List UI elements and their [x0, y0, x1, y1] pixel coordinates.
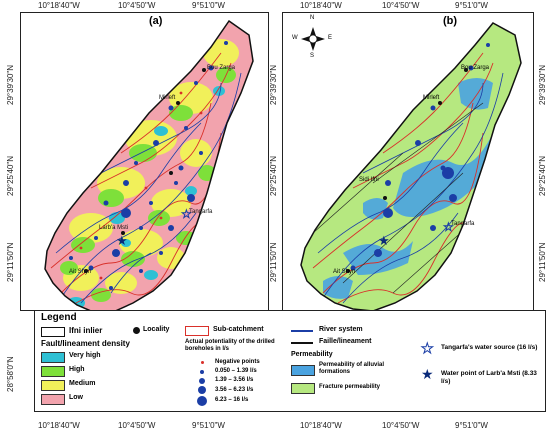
top-coord-b2: 10°4'50"W	[382, 1, 420, 10]
density-label-low: Low	[69, 394, 83, 401]
place-a-larba: Larb'a Msti	[99, 225, 129, 231]
top-coord-a2: 10°4'50"W	[118, 1, 156, 10]
density-swatch-medium	[41, 380, 65, 391]
bottom-coord-b3: 9°51'0"W	[455, 421, 488, 430]
subcatchment-label: Sub-catchment	[213, 326, 264, 333]
ifni-inlier-swatch	[41, 327, 65, 337]
compass-w: W	[292, 35, 298, 41]
lat-mid-1: 29°39'30"N	[269, 64, 278, 105]
potential-negative-label: Negative points	[215, 359, 260, 365]
tangarfa-star-icon: ★	[421, 341, 435, 358]
density-title: Fault/lineament density	[41, 339, 130, 348]
river-swatch	[291, 330, 313, 332]
place-a-tangarfa: Tangarfa	[189, 209, 213, 215]
locality-dot-icon	[133, 327, 140, 334]
density-swatch-high	[41, 366, 65, 377]
map-panel-a: ☆ ★ (a) Bou Zarga Mirleft Tangarfa Larb'…	[20, 12, 269, 314]
place-b-mirleft: Mirleft	[423, 95, 440, 101]
lat-left-3: 29°11'50"N	[6, 242, 15, 282]
faille-label: Faille/lineament	[319, 338, 372, 345]
svg-text:☆: ☆	[181, 207, 192, 221]
map-a-svg: ☆ ★	[44, 19, 254, 314]
density-label-high: High	[69, 366, 85, 373]
bottom-coord-a3: 9°51'0"W	[192, 421, 225, 430]
lat-left-4: 28°58'0"N	[6, 356, 15, 392]
lat-mid-2: 29°25'40"N	[269, 155, 278, 196]
lat-mid-3: 29°11'50"N	[269, 242, 278, 282]
compass-s: S	[310, 53, 315, 59]
top-coord-b1: 10°18'40"W	[300, 1, 342, 10]
density-label-medium: Medium	[69, 380, 96, 387]
subcatchment-swatch	[185, 326, 209, 336]
place-b-bouzarga: Bou Zarga	[461, 65, 490, 71]
top-coord-a1: 10°18'40"W	[38, 1, 80, 10]
perm-label-alluvial: Permeability of alluvial formations	[319, 362, 385, 375]
place-b-tangarfa: Tangarfa	[451, 221, 475, 227]
svg-text:☆: ☆	[443, 220, 454, 234]
potential-3-label: 3.56 – 6.23 l/s	[215, 387, 254, 393]
density-label-veryhigh: Very high	[69, 352, 101, 359]
bottom-coord-a2: 10°4'50"W	[118, 421, 156, 430]
potential-negative-icon	[201, 361, 204, 364]
map-b-svg: ☆ ★	[300, 22, 522, 312]
place-a-aitshyn: Ait Shyn	[69, 269, 92, 275]
perm-swatch-fracture	[291, 383, 315, 394]
top-coord-b3: 9°51'0"W	[455, 1, 488, 10]
svg-text:★: ★	[378, 234, 390, 249]
legend-title: Legend	[41, 312, 77, 323]
bottom-coord-b2: 10°4'50"W	[382, 421, 420, 430]
place-a-mirleft: Mirleft	[159, 95, 176, 101]
lat-left-2: 29°25'40"N	[6, 155, 15, 196]
tangarfa-label: Tangarfa's water source (16 l/s)	[441, 344, 538, 351]
lat-right-3: 29°11'50"N	[538, 242, 547, 282]
compass-n: N	[310, 15, 315, 21]
locality-label: Locality	[143, 326, 170, 333]
density-swatch-low	[41, 394, 65, 405]
lat-right-1: 29°39'30"N	[538, 64, 547, 105]
bottom-coord-a1: 10°18'40"W	[38, 421, 80, 430]
larba-star-icon: ★	[421, 367, 434, 383]
lat-right-2: 29°25'40"N	[538, 155, 547, 196]
top-coord-a3: 9°51'0"W	[192, 1, 225, 10]
place-b-aitshyn: Ait Shyn	[333, 269, 356, 275]
potential-4-label: 6.23 – 16 l/s	[215, 397, 249, 403]
potential-title: Actual potentiality of the drilled boreh…	[185, 339, 275, 352]
larba-label: Water point of Larb'a Msti (8.33 l/s)	[441, 370, 537, 385]
river-label: River system	[319, 326, 363, 333]
perm-label-fracture: Fracture permeability	[319, 384, 381, 390]
map-legend: Legend Ifni inlier Locality Fault/lineam…	[34, 310, 546, 412]
compass-e: E	[328, 35, 333, 41]
lat-left-1: 29°39'30"N	[6, 64, 15, 105]
potential-1-icon	[200, 370, 204, 374]
panel-a-label: (a)	[149, 15, 163, 27]
faille-swatch	[291, 342, 313, 344]
svg-text:★: ★	[116, 234, 128, 249]
perm-title: Permeability	[291, 351, 333, 358]
ifni-inlier-label: Ifni inlier	[69, 326, 103, 335]
potential-3-icon	[198, 386, 206, 394]
panel-b-label: (b)	[443, 15, 458, 27]
potential-2-icon	[199, 378, 205, 384]
potential-1-label: 0.050 – 1.39 l/s	[215, 368, 257, 374]
density-swatch-veryhigh	[41, 352, 65, 363]
perm-swatch-alluvial	[291, 365, 315, 376]
bottom-coord-b1: 10°18'40"W	[300, 421, 342, 430]
potential-4-icon	[197, 396, 207, 406]
potential-2-label: 1.39 – 3.56 l/s	[215, 377, 254, 383]
place-b-sidiifni: Sidi Ifni	[359, 177, 379, 183]
place-a-bouzarga: Bou Zarga	[207, 65, 236, 71]
map-panel-b: ☆ ★ (b) N S E W Bou Zarga Mirleft Sidi I…	[282, 12, 534, 312]
compass-rose-icon	[301, 27, 325, 51]
